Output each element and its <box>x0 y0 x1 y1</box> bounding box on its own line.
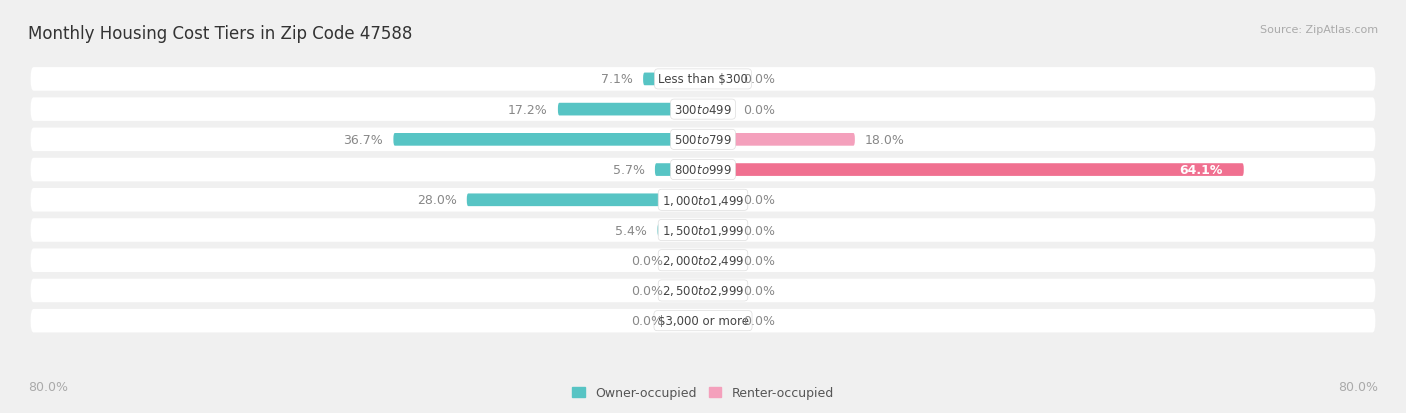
Text: $2,500 to $2,999: $2,500 to $2,999 <box>662 284 744 298</box>
Text: 0.0%: 0.0% <box>631 314 664 328</box>
FancyBboxPatch shape <box>703 134 855 146</box>
FancyBboxPatch shape <box>643 74 703 86</box>
Text: $1,000 to $1,499: $1,000 to $1,499 <box>662 193 744 207</box>
FancyBboxPatch shape <box>31 309 1375 332</box>
FancyBboxPatch shape <box>703 104 733 116</box>
FancyBboxPatch shape <box>31 159 1375 182</box>
Text: $300 to $499: $300 to $499 <box>673 103 733 116</box>
Text: $800 to $999: $800 to $999 <box>673 164 733 177</box>
FancyBboxPatch shape <box>703 194 733 206</box>
FancyBboxPatch shape <box>655 164 703 176</box>
Text: 18.0%: 18.0% <box>865 133 905 147</box>
Text: 0.0%: 0.0% <box>742 103 775 116</box>
FancyBboxPatch shape <box>673 315 703 327</box>
Text: $500 to $799: $500 to $799 <box>673 133 733 147</box>
FancyBboxPatch shape <box>31 68 1375 91</box>
Text: 0.0%: 0.0% <box>742 254 775 267</box>
Text: 0.0%: 0.0% <box>742 284 775 297</box>
FancyBboxPatch shape <box>703 224 733 237</box>
FancyBboxPatch shape <box>673 254 703 267</box>
Text: $1,500 to $1,999: $1,500 to $1,999 <box>662 223 744 237</box>
Text: 0.0%: 0.0% <box>742 194 775 207</box>
Legend: Owner-occupied, Renter-occupied: Owner-occupied, Renter-occupied <box>572 386 834 399</box>
Text: $2,000 to $2,499: $2,000 to $2,499 <box>662 254 744 268</box>
Text: 0.0%: 0.0% <box>742 224 775 237</box>
FancyBboxPatch shape <box>658 224 703 237</box>
FancyBboxPatch shape <box>394 134 703 146</box>
Text: 0.0%: 0.0% <box>631 284 664 297</box>
FancyBboxPatch shape <box>673 285 703 297</box>
Text: 0.0%: 0.0% <box>631 254 664 267</box>
Text: 5.4%: 5.4% <box>616 224 647 237</box>
FancyBboxPatch shape <box>31 279 1375 302</box>
Text: 28.0%: 28.0% <box>416 194 457 207</box>
Text: 5.7%: 5.7% <box>613 164 645 177</box>
Text: 17.2%: 17.2% <box>508 103 548 116</box>
FancyBboxPatch shape <box>558 104 703 116</box>
FancyBboxPatch shape <box>467 194 703 206</box>
Text: 36.7%: 36.7% <box>343 133 384 147</box>
Text: Source: ZipAtlas.com: Source: ZipAtlas.com <box>1260 25 1378 35</box>
FancyBboxPatch shape <box>703 254 733 267</box>
FancyBboxPatch shape <box>31 219 1375 242</box>
Text: $3,000 or more: $3,000 or more <box>658 314 748 328</box>
FancyBboxPatch shape <box>31 98 1375 121</box>
FancyBboxPatch shape <box>703 164 1244 176</box>
FancyBboxPatch shape <box>703 74 733 86</box>
Text: 7.1%: 7.1% <box>602 73 633 86</box>
FancyBboxPatch shape <box>31 249 1375 272</box>
FancyBboxPatch shape <box>31 189 1375 212</box>
FancyBboxPatch shape <box>703 285 733 297</box>
Text: 0.0%: 0.0% <box>742 314 775 328</box>
Text: Monthly Housing Cost Tiers in Zip Code 47588: Monthly Housing Cost Tiers in Zip Code 4… <box>28 25 412 43</box>
FancyBboxPatch shape <box>703 315 733 327</box>
Text: 0.0%: 0.0% <box>742 73 775 86</box>
Text: 64.1%: 64.1% <box>1180 164 1223 177</box>
Text: 80.0%: 80.0% <box>28 380 67 393</box>
FancyBboxPatch shape <box>31 128 1375 152</box>
Text: Less than $300: Less than $300 <box>658 73 748 86</box>
Text: 80.0%: 80.0% <box>1339 380 1378 393</box>
